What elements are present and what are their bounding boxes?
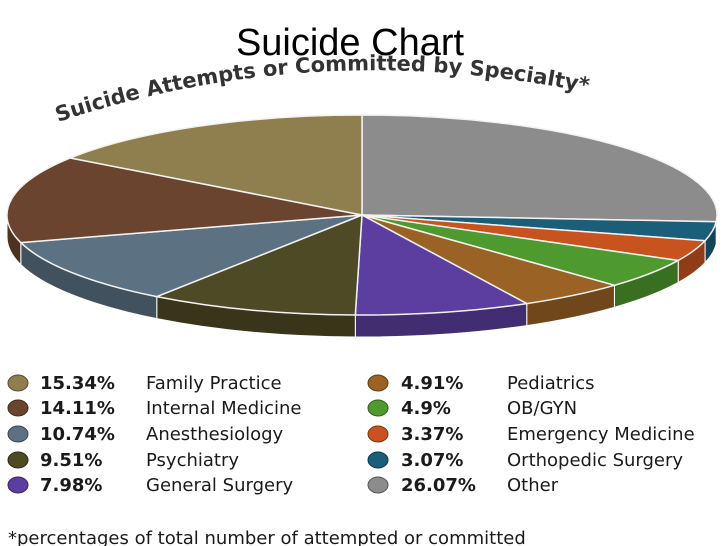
legend-label: Internal Medicine <box>146 398 302 419</box>
legend-item-anesthesiology: 10.74% Anesthesiology <box>7 424 284 445</box>
pie-slice-anesthesiology <box>19 214 363 298</box>
pie-slice-other <box>361 114 718 223</box>
legend-item-internal-medicine: 14.11% Internal Medicine <box>7 398 302 419</box>
legend-label: Other <box>507 475 559 496</box>
legend-label: Psychiatry <box>146 450 239 471</box>
legend-percent: 9.51% <box>40 450 102 471</box>
legend-percent: 7.98% <box>40 475 102 496</box>
legend-label: Emergency Medicine <box>507 424 695 445</box>
legend-item-general-surgery: 7.98% General Surgery <box>7 475 293 496</box>
legend-percent: 15.34% <box>40 373 115 394</box>
legend-item-psychiatry: 9.51% Psychiatry <box>7 450 239 471</box>
slide-title: Suicide Chart <box>235 22 465 64</box>
pie-slice-family-practice <box>67 114 363 216</box>
legend-marker <box>367 425 389 443</box>
legend-marker <box>367 399 389 417</box>
legend-marker <box>367 451 389 469</box>
pie-sides <box>6 214 718 338</box>
pie-tops <box>6 114 718 316</box>
legend-percent: 3.07% <box>401 450 463 471</box>
legend-label: Anesthesiology <box>146 424 284 445</box>
pie-slice-internal-medicine <box>6 157 363 244</box>
chart-footnote: *percentages of total number of attempte… <box>8 528 526 546</box>
legend-percent: 26.07% <box>401 475 476 496</box>
legend-marker <box>7 425 29 443</box>
legend-label: Pediatrics <box>507 373 594 394</box>
legend-item-emergency-medicine: 3.37% Emergency Medicine <box>367 424 695 445</box>
legend-percent: 14.11% <box>40 398 115 419</box>
legend-marker <box>7 374 29 392</box>
legend-percent: 4.91% <box>401 373 463 394</box>
pie-slice-general-surgery <box>354 213 530 316</box>
legend-item-orthopedic-surgery: 3.07% Orthopedic Surgery <box>367 450 683 471</box>
legend-label: General Surgery <box>146 475 293 496</box>
legend-marker <box>7 476 29 494</box>
legend-label: Family Practice <box>146 373 282 394</box>
legend-label: OB/GYN <box>507 398 577 419</box>
legend-marker <box>7 451 29 469</box>
legend-label: Orthopedic Surgery <box>507 450 683 471</box>
legend-item-family-practice: 15.34% Family Practice <box>7 373 282 394</box>
legend-percent: 10.74% <box>40 424 115 445</box>
legend-percent: 4.9% <box>401 398 451 419</box>
legend-percent: 3.37% <box>401 424 463 445</box>
legend-marker <box>7 399 29 417</box>
legend: 15.34% Family Practice 14.11% Internal Medi… <box>7 373 695 496</box>
legend-item-pediatrics: 4.91% Pediatrics <box>367 373 594 394</box>
pie-slice-psychiatry <box>154 213 363 316</box>
legend-marker <box>367 476 389 494</box>
legend-item-ob-gyn: 4.9% OB/GYN <box>367 398 577 419</box>
legend-item-other: 26.07% Other <box>367 475 559 496</box>
legend-marker <box>367 374 389 392</box>
